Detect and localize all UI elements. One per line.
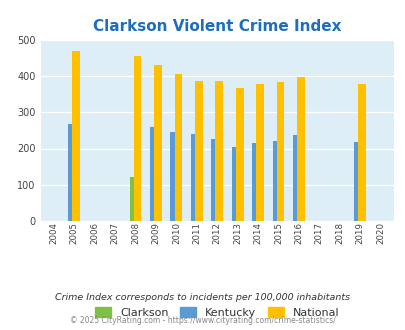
Legend: Clarkson, Kentucky, National: Clarkson, Kentucky, National bbox=[90, 303, 343, 322]
Bar bbox=[276, 82, 283, 221]
Bar bbox=[353, 142, 361, 221]
Bar bbox=[68, 124, 76, 221]
Bar bbox=[215, 81, 223, 221]
Title: Clarkson Violent Crime Index: Clarkson Violent Crime Index bbox=[93, 19, 341, 34]
Bar bbox=[154, 65, 162, 221]
Bar bbox=[231, 148, 239, 221]
Bar bbox=[190, 134, 198, 221]
Bar bbox=[292, 135, 300, 221]
Bar bbox=[72, 51, 80, 221]
Bar bbox=[150, 127, 158, 221]
Bar bbox=[235, 88, 243, 221]
Bar bbox=[211, 139, 219, 221]
Bar bbox=[133, 56, 141, 221]
Bar bbox=[174, 75, 182, 221]
Bar bbox=[272, 141, 279, 221]
Text: Crime Index corresponds to incidents per 100,000 inhabitants: Crime Index corresponds to incidents per… bbox=[55, 292, 350, 302]
Bar bbox=[170, 132, 178, 221]
Bar bbox=[252, 143, 259, 221]
Bar bbox=[357, 83, 365, 221]
Bar bbox=[194, 81, 202, 221]
Text: © 2025 CityRating.com - https://www.cityrating.com/crime-statistics/: © 2025 CityRating.com - https://www.city… bbox=[70, 316, 335, 325]
Bar bbox=[129, 177, 137, 221]
Bar bbox=[256, 84, 263, 221]
Bar bbox=[296, 77, 304, 221]
